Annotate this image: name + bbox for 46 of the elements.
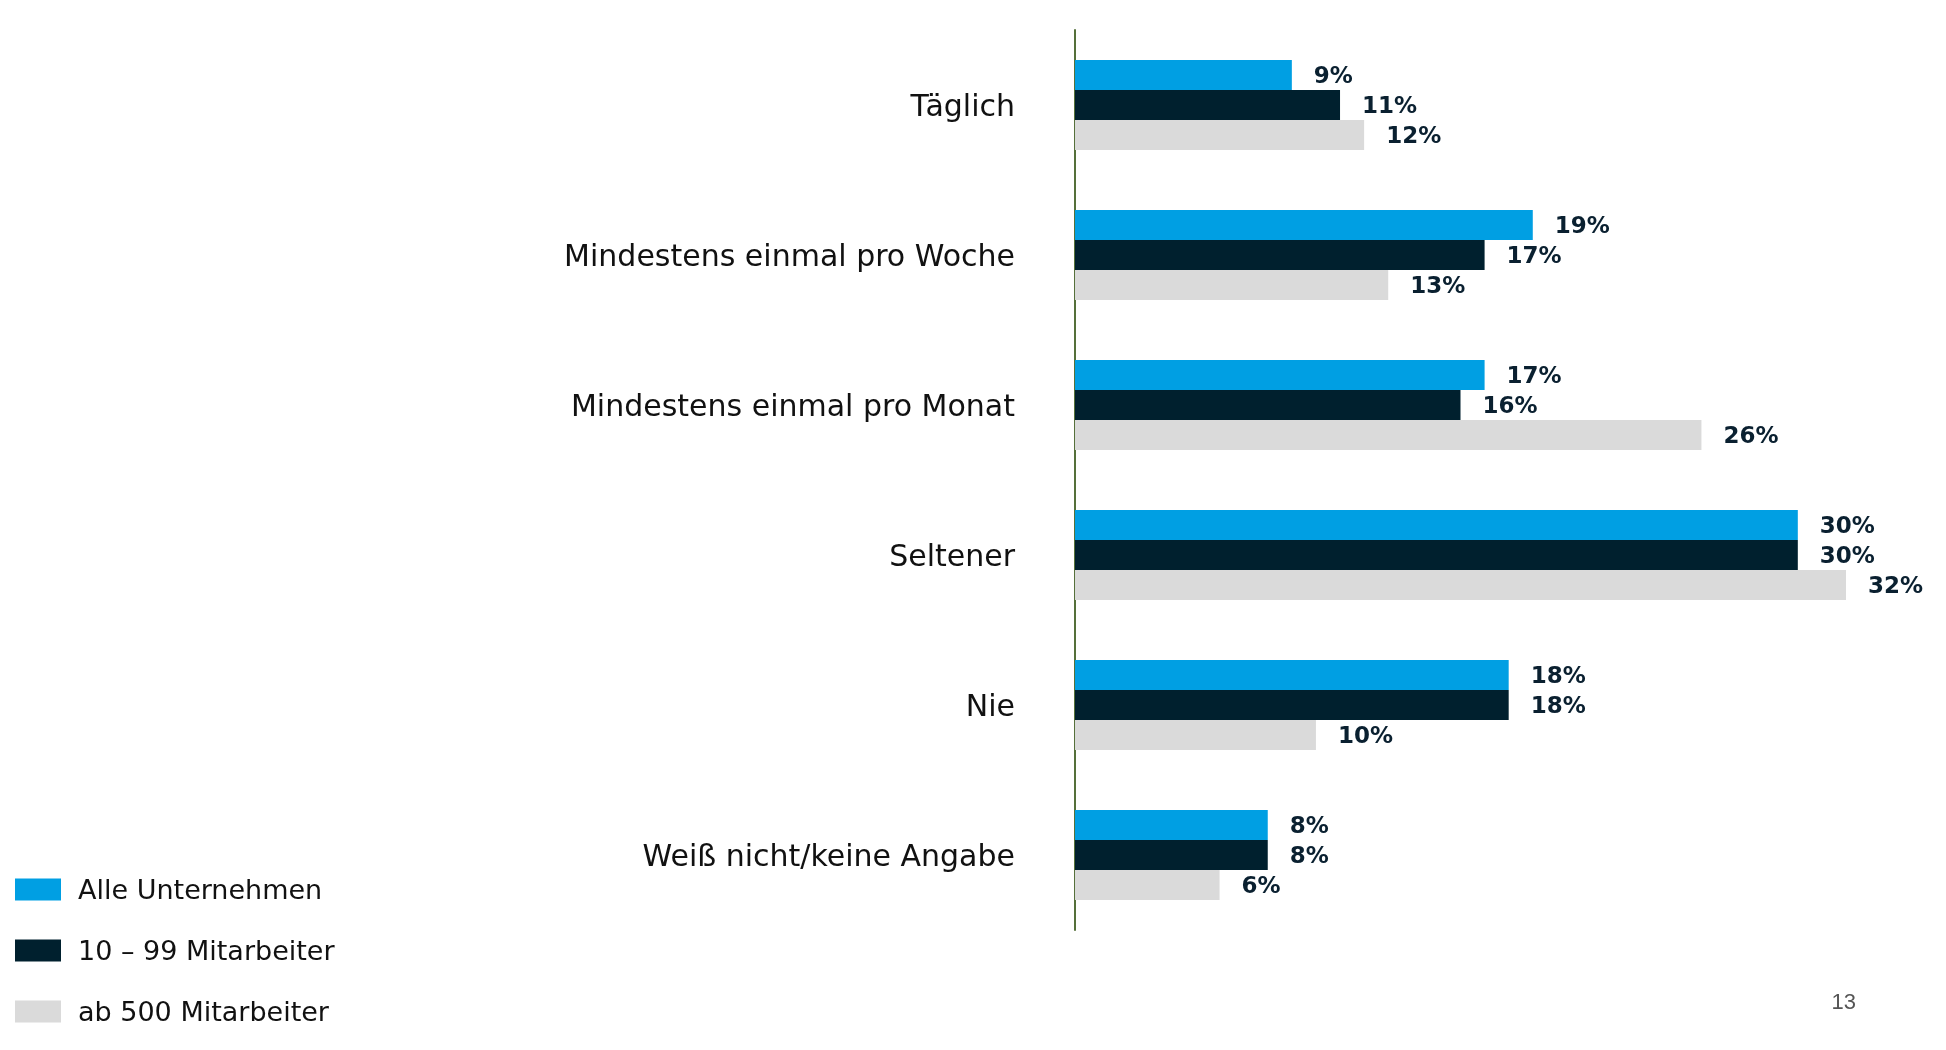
data-label: 12% [1386,122,1442,148]
data-label: 18% [1530,692,1586,718]
legend-label: Alle Unternehmen [78,874,323,905]
legend-label: 10 – 99 Mitarbeiter [78,935,336,966]
data-label: 8% [1289,842,1329,868]
bar [1075,210,1533,240]
bar [1075,90,1341,120]
y-tick-label: Mindestens einmal pro Woche [564,237,1015,273]
bar [1075,840,1268,870]
bar [1075,420,1702,450]
bar [1075,570,1846,600]
data-label: 11% [1362,92,1418,118]
data-label: 32% [1868,572,1924,598]
bar [1075,120,1365,150]
bar [1075,690,1509,720]
data-label: 17% [1506,242,1562,268]
y-tick-label: Mindestens einmal pro Monat [570,387,1016,423]
bar [1075,240,1485,270]
data-label: 16% [1482,392,1538,418]
bar [1075,660,1509,690]
data-label: 30% [1819,512,1875,538]
bar [1075,60,1292,90]
legend-label: ab 500 Mitarbeiter [78,996,330,1027]
bar [1075,510,1798,540]
text: 13 [1831,988,1857,1014]
data-label: 17% [1506,362,1562,388]
data-label: 26% [1723,422,1779,448]
data-label: 9% [1313,62,1353,88]
bar [1075,720,1316,750]
data-label: 10% [1337,722,1393,748]
bar [1075,360,1485,390]
data-label: 19% [1554,212,1610,238]
bar [1075,270,1389,300]
bar [1075,390,1461,420]
bar [1075,870,1220,900]
data-label: 18% [1530,662,1586,688]
data-label: 30% [1819,542,1875,568]
y-tick-label: Seltener [889,537,1016,573]
bar [1075,540,1798,570]
y-tick-label: Weiß nicht/keine Angabe [642,837,1015,873]
bar [1075,810,1268,840]
y-tick-label: Nie [965,687,1015,723]
y-tick-label: Täglich [909,87,1015,123]
data-label: 8% [1289,812,1329,838]
data-label: 13% [1410,272,1466,298]
data-label: 6% [1241,872,1281,898]
